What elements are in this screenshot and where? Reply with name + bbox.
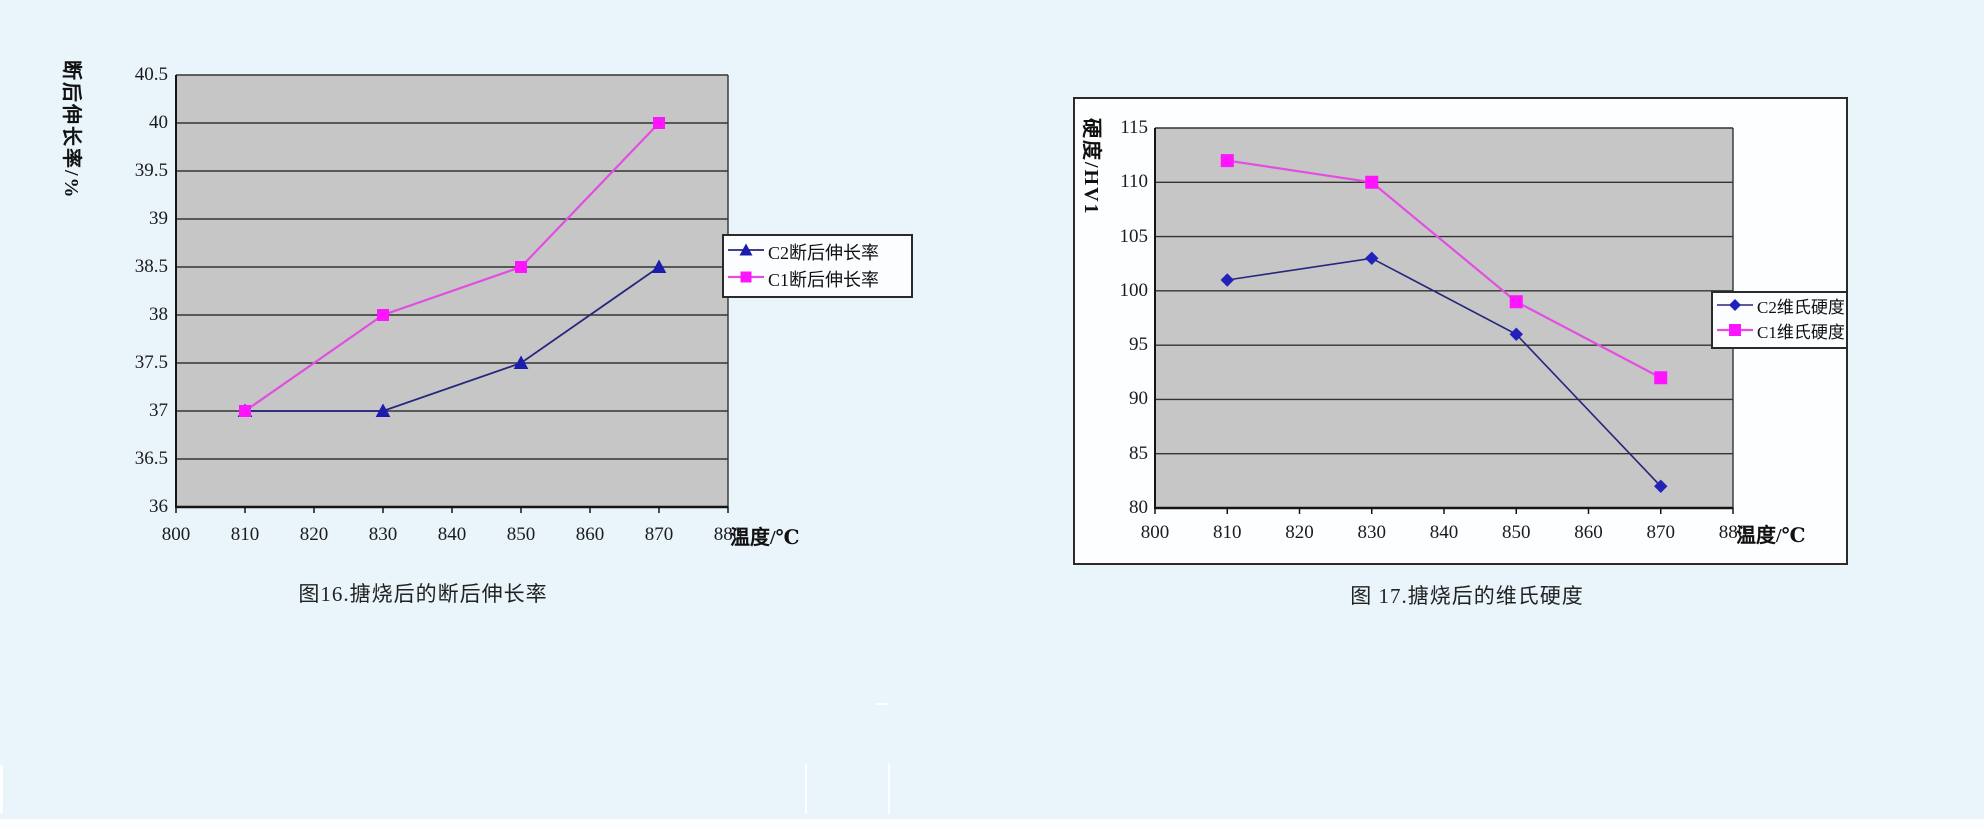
fig17-legend-item-c2: C2维氏硬度 xyxy=(1717,295,1845,320)
fig17-diamond-data-marker xyxy=(1220,273,1234,287)
fig16-x-tick-label: 800 xyxy=(161,524,191,545)
square-series-marker-icon xyxy=(728,269,764,290)
fig17-x-tick-label: 800 xyxy=(1140,522,1170,543)
fig17-x-tick-label: 880 xyxy=(1718,522,1748,543)
fig17-y-tick-label: 95 xyxy=(1129,334,1148,356)
fig16-x-tick-label: 860 xyxy=(575,524,605,545)
fig17-y-tick-label: 100 xyxy=(1119,279,1149,301)
fig16-x-tick-label: 850 xyxy=(506,524,536,545)
fig16-triangle-data-marker xyxy=(513,355,529,370)
fig16-x-axis-title: 温度/℃ xyxy=(730,527,800,549)
fig16-series-line-1 xyxy=(244,122,660,412)
fig16-x-tick-label: 810 xyxy=(230,524,260,545)
fig16-y-tick-label: 36 xyxy=(149,496,168,517)
fig16-legend-item-c1: C1断后伸长率 xyxy=(728,266,907,293)
fig17-diamond-data-marker xyxy=(1654,479,1668,493)
page-bottom-strip xyxy=(0,819,1984,828)
fig17-x-tick-label: 860 xyxy=(1574,522,1603,543)
fig17-diamond-data-marker xyxy=(1365,251,1379,265)
table-border-artifact xyxy=(876,703,888,705)
fig17-x-tick-label: 830 xyxy=(1357,522,1387,543)
fig17-y-tick-label: 105 xyxy=(1119,225,1149,247)
fig16-y-tick-label: 38.5 xyxy=(134,256,168,277)
fig16-legend: C2断后伸长率 C1断后伸长率 xyxy=(722,234,913,298)
fig16-series-line-0 xyxy=(245,266,660,412)
fig17-y-tick-label: 115 xyxy=(1120,117,1148,138)
fig17-square-data-marker xyxy=(1509,295,1523,309)
triangle-series-marker-icon xyxy=(728,242,764,263)
fig17-y-tick-label: 80 xyxy=(1129,497,1148,518)
fig16-square-data-marker xyxy=(515,261,527,273)
table-border-artifact xyxy=(805,764,807,814)
fig16-y-tick-label: 39.5 xyxy=(134,160,168,181)
fig17-plot-area xyxy=(1155,128,1733,508)
legend-label: C1断后伸长率 xyxy=(768,269,880,290)
square-series-marker-icon xyxy=(1717,322,1753,343)
legend-label: C1维氏硬度 xyxy=(1757,322,1845,342)
fig17-series-line-0 xyxy=(1227,257,1662,487)
fig17-y-tick-label: 110 xyxy=(1120,171,1148,193)
fig17-caption: 图 17.搪烧后的维氏硬度 xyxy=(1350,584,1584,608)
fig17-y-tick-label: 85 xyxy=(1129,442,1148,464)
fig16-y-tick-label: 38 xyxy=(149,304,168,325)
fig16-y-tick-label: 37 xyxy=(149,400,168,421)
fig16-y-tick-label: 39 xyxy=(149,208,168,229)
fig16-x-tick-label: 820 xyxy=(299,524,329,545)
fig16-y-axis-title: 断后伸长率/% xyxy=(60,60,82,200)
fig17-x-tick-label: 810 xyxy=(1213,522,1242,543)
fig17-diamond-data-marker xyxy=(1509,327,1523,341)
fig16-x-tick-label: 880 xyxy=(713,524,743,545)
fig17-x-tick-label: 850 xyxy=(1502,522,1531,543)
fig17-x-tick-label: 840 xyxy=(1429,522,1459,543)
fig16-x-tick-label: 870 xyxy=(644,524,674,545)
fig16-triangle-data-marker xyxy=(651,259,667,274)
fig16-square-data-marker xyxy=(377,309,389,321)
fig16-x-tick-label: 840 xyxy=(437,524,467,545)
fig16-y-tick-label: 40 xyxy=(149,112,168,133)
table-border-artifact xyxy=(0,765,3,813)
fig16-legend-item-c2: C2断后伸长率 xyxy=(728,239,907,266)
table-border-artifact xyxy=(888,764,890,814)
fig17-square-data-marker xyxy=(1365,175,1379,189)
fig17-square-data-marker xyxy=(1220,154,1234,168)
legend-label: C2断后伸长率 xyxy=(768,242,880,263)
fig16-y-tick-label: 40.5 xyxy=(134,64,168,85)
diamond-series-marker-icon xyxy=(1717,297,1753,318)
fig16-triangle-data-marker xyxy=(375,403,391,418)
fig16-square-data-marker xyxy=(239,405,251,417)
fig17-x-tick-label: 870 xyxy=(1646,522,1676,543)
fig17-x-tick-label: 820 xyxy=(1285,522,1314,543)
legend-label: C2维氏硬度 xyxy=(1757,297,1845,317)
fig16-x-tick-label: 830 xyxy=(368,524,398,545)
fig17-y-tick-label: 90 xyxy=(1129,388,1148,410)
fig16-square-data-marker xyxy=(653,117,665,129)
fig17-legend: C2维氏硬度 C1维氏硬度 xyxy=(1711,291,1848,349)
fig17-series-line-1 xyxy=(1227,159,1662,379)
fig16-y-tick-label: 37.5 xyxy=(134,352,168,373)
fig17-x-axis-title: 温度/℃ xyxy=(1736,525,1806,547)
fig16-caption: 图16.搪烧后的断后伸长率 xyxy=(298,582,548,606)
fig16-y-tick-label: 36.5 xyxy=(134,448,168,469)
fig17-square-data-marker xyxy=(1654,371,1668,385)
fig17-legend-item-c1: C1维氏硬度 xyxy=(1717,320,1845,345)
